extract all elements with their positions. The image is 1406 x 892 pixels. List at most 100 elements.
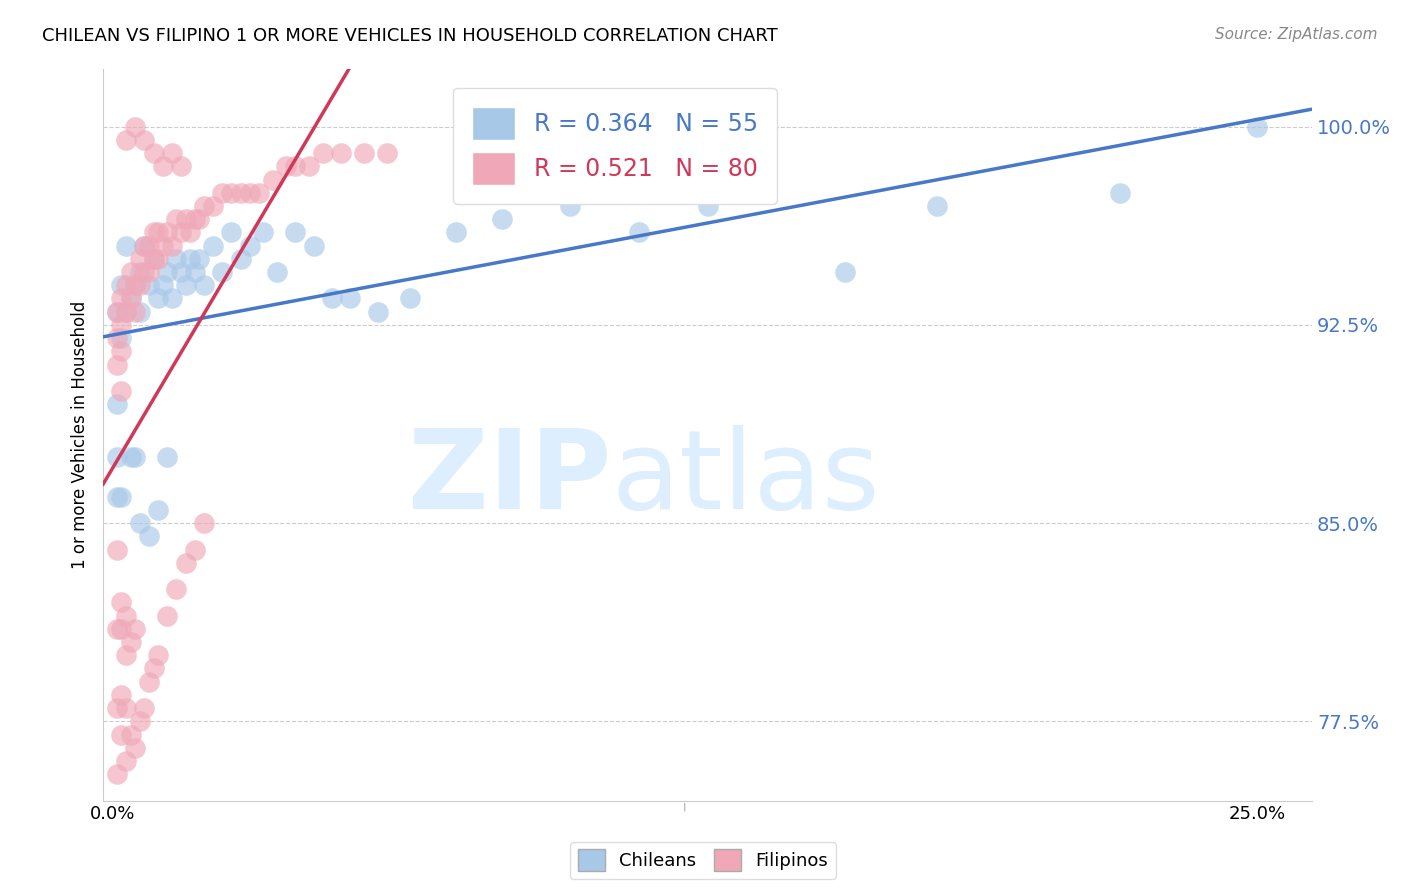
Point bbox=[110, 727, 132, 741]
Point bbox=[160, 146, 183, 161]
Point bbox=[1108, 186, 1130, 200]
Point bbox=[105, 490, 128, 504]
Point bbox=[834, 265, 856, 279]
Point bbox=[115, 754, 138, 768]
Point bbox=[188, 212, 211, 227]
Point bbox=[339, 292, 361, 306]
Point bbox=[221, 226, 243, 240]
Point bbox=[124, 120, 146, 134]
Point bbox=[170, 159, 193, 173]
Point bbox=[105, 450, 128, 464]
Point bbox=[399, 292, 422, 306]
Point bbox=[239, 238, 262, 252]
Y-axis label: 1 or more Vehicles in Household: 1 or more Vehicles in Household bbox=[72, 301, 89, 569]
Point bbox=[262, 172, 284, 186]
Point bbox=[252, 226, 274, 240]
Point bbox=[229, 186, 252, 200]
Point bbox=[146, 292, 169, 306]
Point bbox=[146, 252, 169, 266]
Point bbox=[128, 252, 150, 266]
Point bbox=[560, 199, 582, 213]
Text: Source: ZipAtlas.com: Source: ZipAtlas.com bbox=[1215, 27, 1378, 42]
Point bbox=[183, 212, 205, 227]
Point bbox=[183, 265, 205, 279]
Point bbox=[128, 516, 150, 530]
Point bbox=[229, 252, 252, 266]
Point bbox=[120, 292, 142, 306]
Point bbox=[174, 212, 197, 227]
Point bbox=[444, 226, 467, 240]
Point bbox=[298, 159, 321, 173]
Point bbox=[134, 133, 156, 147]
Point bbox=[128, 278, 150, 293]
Point bbox=[124, 278, 146, 293]
Point bbox=[202, 238, 225, 252]
Legend: Chileans, Filipinos: Chileans, Filipinos bbox=[571, 842, 835, 879]
Point bbox=[193, 199, 215, 213]
Point bbox=[115, 304, 138, 318]
Point bbox=[1246, 120, 1268, 134]
Point bbox=[146, 648, 169, 663]
Text: CHILEAN VS FILIPINO 1 OR MORE VEHICLES IN HOUSEHOLD CORRELATION CHART: CHILEAN VS FILIPINO 1 OR MORE VEHICLES I… bbox=[42, 27, 778, 45]
Point bbox=[211, 186, 233, 200]
Point bbox=[202, 199, 225, 213]
Point bbox=[138, 529, 160, 543]
Point bbox=[138, 238, 160, 252]
Point bbox=[165, 582, 187, 597]
Point bbox=[142, 146, 165, 161]
Point bbox=[146, 226, 169, 240]
Point bbox=[247, 186, 270, 200]
Point bbox=[110, 331, 132, 345]
Point bbox=[183, 542, 205, 557]
Point bbox=[105, 358, 128, 372]
Point bbox=[115, 238, 138, 252]
Point bbox=[375, 146, 398, 161]
Point bbox=[115, 133, 138, 147]
Point bbox=[110, 318, 132, 332]
Point bbox=[120, 265, 142, 279]
Point bbox=[321, 292, 343, 306]
Point bbox=[165, 252, 187, 266]
Point bbox=[146, 503, 169, 517]
Point bbox=[134, 238, 156, 252]
Point bbox=[110, 344, 132, 359]
Point bbox=[110, 278, 132, 293]
Point bbox=[110, 595, 132, 609]
Point bbox=[156, 265, 179, 279]
Point bbox=[179, 252, 201, 266]
Point bbox=[142, 252, 165, 266]
Point bbox=[156, 608, 179, 623]
Point bbox=[627, 226, 650, 240]
Point bbox=[170, 265, 193, 279]
Point bbox=[138, 265, 160, 279]
Point bbox=[124, 622, 146, 636]
Point bbox=[193, 278, 215, 293]
Point bbox=[142, 252, 165, 266]
Point bbox=[128, 304, 150, 318]
Point bbox=[284, 159, 307, 173]
Point bbox=[124, 278, 146, 293]
Point bbox=[193, 516, 215, 530]
Point bbox=[120, 727, 142, 741]
Point bbox=[152, 159, 174, 173]
Point bbox=[124, 450, 146, 464]
Point bbox=[142, 661, 165, 675]
Point bbox=[124, 740, 146, 755]
Point bbox=[142, 226, 165, 240]
Point bbox=[160, 292, 183, 306]
Point bbox=[115, 304, 138, 318]
Point bbox=[134, 238, 156, 252]
Point bbox=[110, 292, 132, 306]
Point bbox=[105, 397, 128, 411]
Point bbox=[330, 146, 353, 161]
Point bbox=[120, 450, 142, 464]
Point bbox=[134, 265, 156, 279]
Point bbox=[152, 278, 174, 293]
Point bbox=[302, 238, 325, 252]
Point bbox=[138, 278, 160, 293]
Point bbox=[211, 265, 233, 279]
Point bbox=[110, 384, 132, 398]
Point bbox=[156, 226, 179, 240]
Point bbox=[110, 490, 132, 504]
Point bbox=[266, 265, 288, 279]
